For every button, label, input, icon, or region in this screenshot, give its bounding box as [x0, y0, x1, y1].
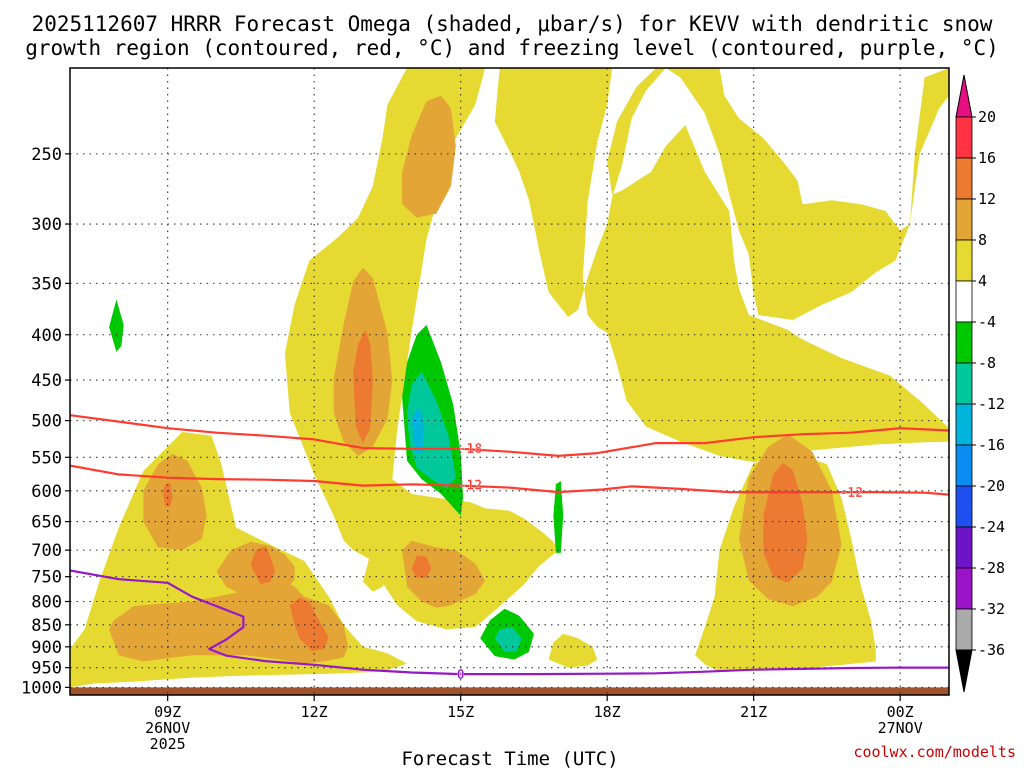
omega-region-orange-low-left [109, 575, 349, 664]
colorbar-bottom-arrow [955, 649, 973, 693]
y-tick-label-400: 400 [31, 326, 62, 346]
colorbar-label-10: -24 [978, 518, 1005, 536]
colorbar-label-2: 12 [978, 190, 996, 208]
colorbar-swatch-12 [955, 608, 973, 651]
x-tick-label-15-0: 15Z [447, 703, 474, 721]
omega-region-orange-upper-center [402, 95, 456, 218]
x-tick-label-9-2: 2025 [150, 735, 186, 753]
colorbar-swatch-8 [955, 444, 973, 487]
colorbar-label-6: -8 [978, 354, 996, 372]
contour-line-2 [70, 569, 949, 676]
colorbar-swatch-7 [955, 403, 973, 446]
x-tick-label-21-0: 21Z [740, 703, 767, 721]
colorbar-swatch-9 [955, 485, 973, 528]
y-tick-label-300: 300 [31, 215, 62, 235]
omega-shading-layer [70, 68, 949, 688]
omega-region-darkorange-c [289, 597, 329, 652]
y-tick-label-650: 650 [31, 513, 62, 533]
omega-region-teal-a [407, 371, 456, 489]
y-tick-label-550: 550 [31, 448, 62, 468]
y-tick-label-900: 900 [31, 638, 62, 658]
y-tick-label-450: 450 [31, 371, 62, 391]
colorbar-swatch-2 [955, 198, 973, 241]
terrain-bar [70, 687, 949, 695]
colorbar-label-4: 4 [978, 272, 987, 290]
omega-region-green-c [109, 299, 124, 352]
colorbar-swatch-5 [955, 321, 973, 364]
omega-region-yellow-wedge [363, 527, 388, 592]
colorbar-swatch-6 [955, 362, 973, 405]
colorbar-label-8: -16 [978, 436, 1005, 454]
gridlines [70, 68, 949, 695]
colorbar-swatch-10 [955, 526, 973, 569]
colorbar-swatch-1 [955, 157, 973, 200]
colorbar-label-7: -12 [978, 395, 1005, 413]
x-axis-label: Forecast Time (UTC) [401, 748, 618, 768]
y-tick-label-950: 950 [31, 659, 62, 679]
colorbar-label-1: 16 [978, 149, 996, 167]
contour-label-1-0: -12 [459, 478, 482, 493]
omega-region-darkorange-d [162, 483, 173, 507]
colorbar-swatch-4 [955, 280, 973, 323]
x-tick-label-9-1: 26NOV [145, 719, 190, 737]
credit-text: coolwx.com/modelts [853, 743, 1016, 761]
colorbar-label-3: 8 [978, 231, 987, 249]
colorbar-swatch-11 [955, 567, 973, 610]
colorbar-label-11: -28 [978, 559, 1005, 577]
colorbar: 20 16 12 8 4 -4 -8 -12 -16 -20 -24 -28 -32 -36 [955, 74, 1005, 693]
x-tick-label-9-0: 09Z [154, 703, 181, 721]
contour-label-0-0: -18 [459, 442, 483, 457]
colorbar-label-0: 20 [978, 108, 996, 126]
contour-line-1 [70, 464, 949, 496]
omega-region-yellow-right-upper [494, 68, 949, 463]
contour-line-0 [70, 414, 949, 457]
x-tick-label-24-1: 27NOV [878, 719, 923, 737]
omega-region-yellow-central [284, 68, 559, 630]
colorbar-swatch-3 [955, 239, 973, 282]
contour-label-2-0: 0 [457, 668, 465, 683]
contour-label-1-1: -12 [840, 486, 863, 501]
y-tick-label-850: 850 [31, 616, 62, 636]
omega-region-darkorange-a [353, 329, 373, 444]
y-tick-label-600: 600 [31, 482, 62, 502]
y-tick-label-500: 500 [31, 412, 62, 432]
y-tick-label-350: 350 [31, 274, 62, 294]
omega-region-green-d [553, 481, 564, 553]
y-axis-ticks: 2503003504004505005506006507007508008509… [21, 145, 70, 698]
colorbar-top-arrow [955, 74, 973, 118]
temperature-contours: -18 -12 -12 0 [70, 414, 949, 683]
y-tick-label-750: 750 [31, 568, 62, 588]
omega-region-yellow-small-blob [548, 633, 598, 668]
x-tick-label-12-0: 12Z [301, 703, 328, 721]
x-tick-label-24-0: 00Z [887, 703, 914, 721]
plot-frame [69, 67, 950, 696]
surface-layer [70, 687, 949, 695]
omega-region-darkorange-b [250, 546, 276, 585]
y-tick-label-250: 250 [31, 145, 62, 165]
omega-region-teal-b [494, 627, 522, 652]
colorbar-label-5: -4 [978, 313, 996, 331]
y-tick-label-800: 800 [31, 593, 62, 613]
x-tick-label-18-0: 18Z [594, 703, 621, 721]
omega-region-darkorange-e [411, 555, 432, 578]
colorbar-label-12: -32 [978, 600, 1005, 618]
chart-title-line2: growth region (contoured, red, °C) and f… [25, 36, 999, 60]
colorbar-label-13: -36 [978, 641, 1005, 659]
colorbar-swatch-0 [955, 116, 973, 159]
y-tick-label-1000: 1000 [21, 678, 62, 698]
colorbar-label-9: -20 [978, 477, 1005, 495]
chart-title-line1: 2025112607 HRRR Forecast Omega (shaded, … [32, 12, 993, 36]
y-tick-label-700: 700 [31, 541, 62, 561]
